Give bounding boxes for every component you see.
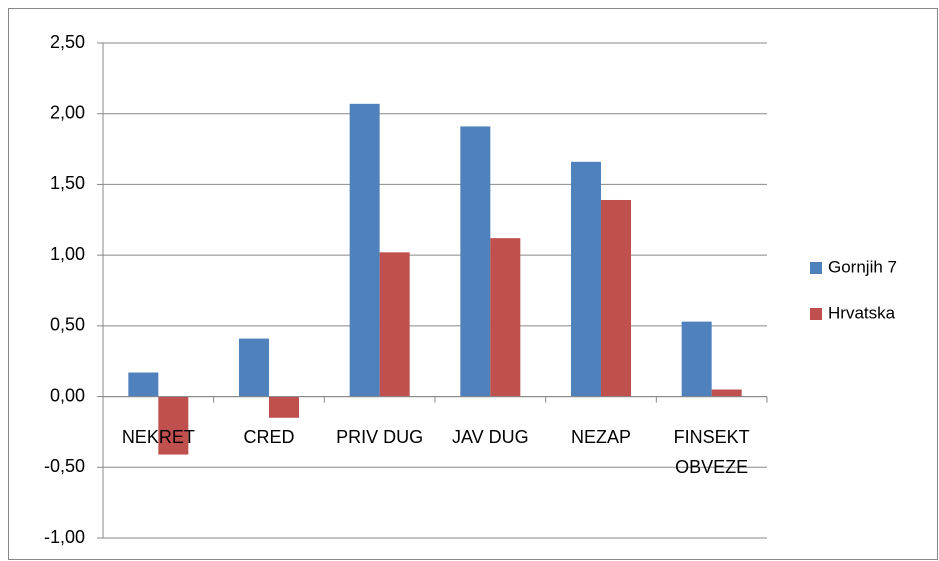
y-tick-label: 1,50 bbox=[50, 173, 85, 193]
legend-label: Gornjih 7 bbox=[828, 257, 897, 276]
y-tick-label: -1,00 bbox=[44, 527, 85, 547]
x-tick-label: PRIV DUG bbox=[336, 426, 424, 447]
x-tick-label: CRED bbox=[243, 426, 295, 447]
x-tick-label: NEKRET bbox=[121, 426, 195, 447]
bar bbox=[490, 238, 521, 397]
bar bbox=[158, 396, 189, 455]
legend-swatch bbox=[810, 308, 822, 320]
bar bbox=[681, 321, 712, 397]
legend-swatch bbox=[810, 262, 822, 274]
x-tick-label: NEZAP bbox=[570, 426, 631, 447]
bar bbox=[269, 396, 299, 418]
x-tick-label: JAV DUG bbox=[451, 426, 529, 447]
bar bbox=[460, 126, 491, 397]
bar bbox=[601, 199, 631, 397]
bar bbox=[239, 338, 269, 397]
bar bbox=[349, 103, 380, 397]
y-tick-label: -0,50 bbox=[44, 456, 85, 476]
y-tick-label: 0,50 bbox=[50, 315, 85, 335]
x-tick-label: FINSEKT OBVEZE bbox=[673, 426, 750, 477]
bar bbox=[571, 161, 601, 397]
y-tick-label: 1,00 bbox=[50, 244, 85, 264]
bar bbox=[128, 372, 159, 397]
bar bbox=[711, 389, 742, 397]
y-tick-label: 2,00 bbox=[50, 102, 85, 122]
y-tick-label: 2,50 bbox=[50, 32, 85, 52]
legend-label: Hrvatska bbox=[828, 303, 896, 322]
y-tick-label: 0,00 bbox=[50, 385, 85, 405]
bar bbox=[379, 252, 410, 397]
